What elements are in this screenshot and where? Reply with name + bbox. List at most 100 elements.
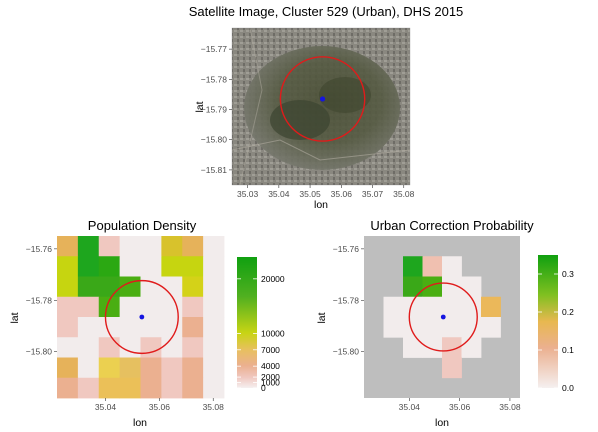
heatmap-cell bbox=[383, 317, 404, 338]
heatmap-cell bbox=[182, 276, 204, 298]
heatmap-cell bbox=[57, 357, 79, 379]
heatmap-cell bbox=[119, 296, 141, 318]
heatmap-cell bbox=[98, 296, 121, 318]
legend-tick-label: 20000 bbox=[261, 274, 285, 284]
heatmap-cell bbox=[182, 377, 204, 399]
x-axis-label: lon bbox=[435, 417, 449, 429]
heatmap-cell bbox=[203, 236, 225, 257]
heatmap-cell bbox=[442, 276, 462, 298]
x-tick-label: 35.03 bbox=[237, 189, 259, 199]
heatmap-cell bbox=[161, 276, 183, 298]
heatmap-cell bbox=[182, 357, 204, 379]
heatmap-cell bbox=[481, 317, 501, 338]
heatmap-cell bbox=[182, 317, 204, 338]
heatmap-cell bbox=[403, 337, 423, 358]
chart-title: Urban Correction Probability bbox=[370, 218, 534, 233]
chart-title: Satellite Image, Cluster 529 (Urban), DH… bbox=[189, 4, 464, 19]
heatmap-cell bbox=[140, 296, 162, 318]
y-tick-label: −15.79 bbox=[201, 105, 228, 115]
heatmap-cell bbox=[442, 256, 462, 277]
buffer-circle bbox=[104, 279, 179, 355]
heatmap-cell bbox=[98, 256, 121, 277]
heatmap-cell bbox=[77, 337, 100, 358]
x-axis-label: lon bbox=[314, 199, 328, 211]
y-tick-label: −15.80 bbox=[201, 135, 228, 145]
heatmap-cell bbox=[203, 256, 225, 277]
x-axis: 35.04 35.06 35.08 bbox=[399, 398, 521, 412]
heatmap-cell bbox=[161, 357, 183, 379]
y-axis-label: lat bbox=[194, 101, 206, 112]
legend: 0.3 0.2 0.1 0.0 bbox=[538, 269, 574, 393]
chart-title: Population Density bbox=[88, 218, 197, 233]
heatmap-cell bbox=[77, 276, 100, 298]
y-tick-label: −15.78 bbox=[26, 295, 53, 305]
x-tick-label: 35.04 bbox=[268, 189, 290, 199]
heatmap-cell bbox=[403, 317, 423, 338]
legend-tick-label: 0.2 bbox=[562, 307, 574, 317]
heatmap-cell bbox=[481, 296, 501, 318]
heatmap-cell bbox=[77, 296, 100, 318]
buffer-circle bbox=[279, 56, 366, 142]
x-tick-label: 35.08 bbox=[499, 402, 521, 412]
heatmap-cell bbox=[57, 256, 79, 277]
y-tick-label: −15.80 bbox=[333, 347, 360, 357]
legend-tick-label: 7000 bbox=[261, 345, 280, 355]
cluster-point bbox=[319, 96, 326, 102]
heatmap-cell bbox=[98, 357, 121, 379]
heatmap-cell bbox=[140, 256, 162, 277]
population-density-panel: Population Density 35.04 35.06 35.08 −15.7… bbox=[9, 218, 285, 429]
buffer-circle bbox=[408, 282, 478, 352]
legend-tick-label: 0.3 bbox=[562, 269, 574, 279]
heatmap-cells bbox=[383, 256, 501, 379]
heatmap-cell bbox=[422, 256, 443, 277]
heatmap-cell bbox=[161, 337, 183, 358]
heatmap-cell bbox=[119, 256, 141, 277]
heatmap-cell bbox=[442, 317, 462, 338]
heatmap-cell bbox=[140, 317, 162, 338]
colorbar bbox=[538, 255, 558, 388]
heatmap-cell bbox=[422, 276, 443, 298]
heatmap-cell bbox=[57, 276, 79, 298]
heatmap-cell bbox=[77, 256, 100, 277]
heatmap-cell bbox=[161, 296, 183, 318]
legend-tick-label: 1000 bbox=[261, 378, 280, 388]
heatmap-cell bbox=[461, 337, 482, 358]
heatmap-cell bbox=[161, 256, 183, 277]
y-axis: −15.77 −15.78 −15.79 −15.80 −15.81 bbox=[201, 44, 232, 175]
heatmap-cell bbox=[403, 276, 423, 298]
x-tick-label: 35.08 bbox=[203, 402, 225, 412]
legend-tick-label: 0.0 bbox=[562, 383, 574, 393]
y-tick-label: −15.77 bbox=[201, 44, 228, 54]
y-tick-label: −15.80 bbox=[26, 347, 53, 357]
y-tick-label: −15.78 bbox=[333, 295, 360, 305]
heatmap-cell bbox=[57, 236, 79, 257]
x-tick-label: 35.05 bbox=[299, 189, 321, 199]
heatmap-cell bbox=[182, 256, 204, 277]
x-tick-label: 35.04 bbox=[399, 402, 421, 412]
heatmap-cell bbox=[77, 317, 100, 338]
heatmap-cell bbox=[203, 317, 225, 338]
y-axis-label: lat bbox=[316, 312, 328, 323]
heatmap-cell bbox=[403, 296, 423, 318]
heatmap-cell bbox=[57, 337, 79, 358]
satellite-image bbox=[232, 28, 410, 185]
heatmap-cell bbox=[161, 317, 183, 338]
cluster-point bbox=[440, 314, 446, 320]
y-axis: −15.76 −15.78 −15.80 bbox=[333, 244, 364, 357]
legend-tick-label: 2000 bbox=[261, 372, 280, 382]
heatmap-cell bbox=[203, 337, 225, 358]
heatmap-cell bbox=[98, 317, 121, 338]
heatmap-cell bbox=[77, 377, 100, 399]
y-tick-label: −15.78 bbox=[201, 74, 228, 84]
colorbar bbox=[237, 257, 257, 388]
heatmap-cell bbox=[98, 276, 121, 298]
x-tick-label: 35.06 bbox=[331, 189, 353, 199]
heatmap-cell bbox=[383, 296, 404, 318]
heatmap-cell bbox=[57, 296, 79, 318]
heatmap-cell bbox=[119, 236, 141, 257]
legend-tick-label: 10000 bbox=[261, 328, 285, 338]
heatmap-cell bbox=[57, 377, 79, 399]
heatmap-cell bbox=[203, 377, 225, 399]
heatmap-cell bbox=[140, 236, 162, 257]
